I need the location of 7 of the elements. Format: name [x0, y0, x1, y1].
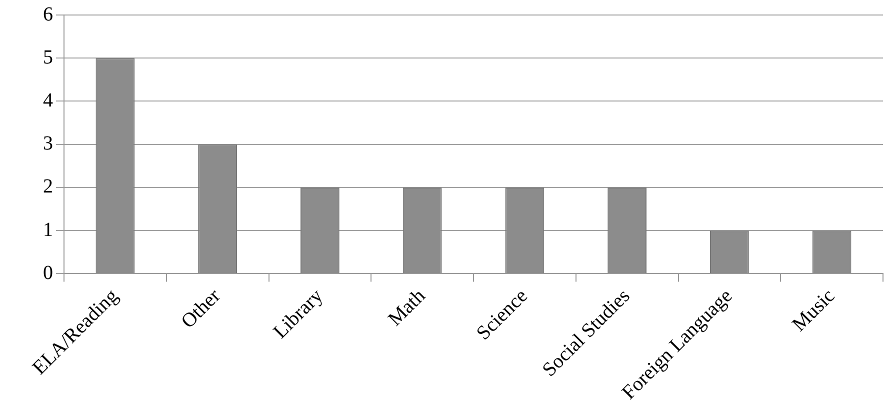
- y-tick-label: 1: [43, 218, 53, 241]
- y-tick-label: 5: [43, 46, 53, 68]
- y-tick-label: 6: [43, 3, 53, 26]
- y-tick-label: 4: [43, 90, 53, 112]
- y-tick-label: 3: [43, 132, 53, 155]
- y-tick-label: 2: [43, 176, 53, 198]
- y-tick-label: 0: [43, 262, 53, 284]
